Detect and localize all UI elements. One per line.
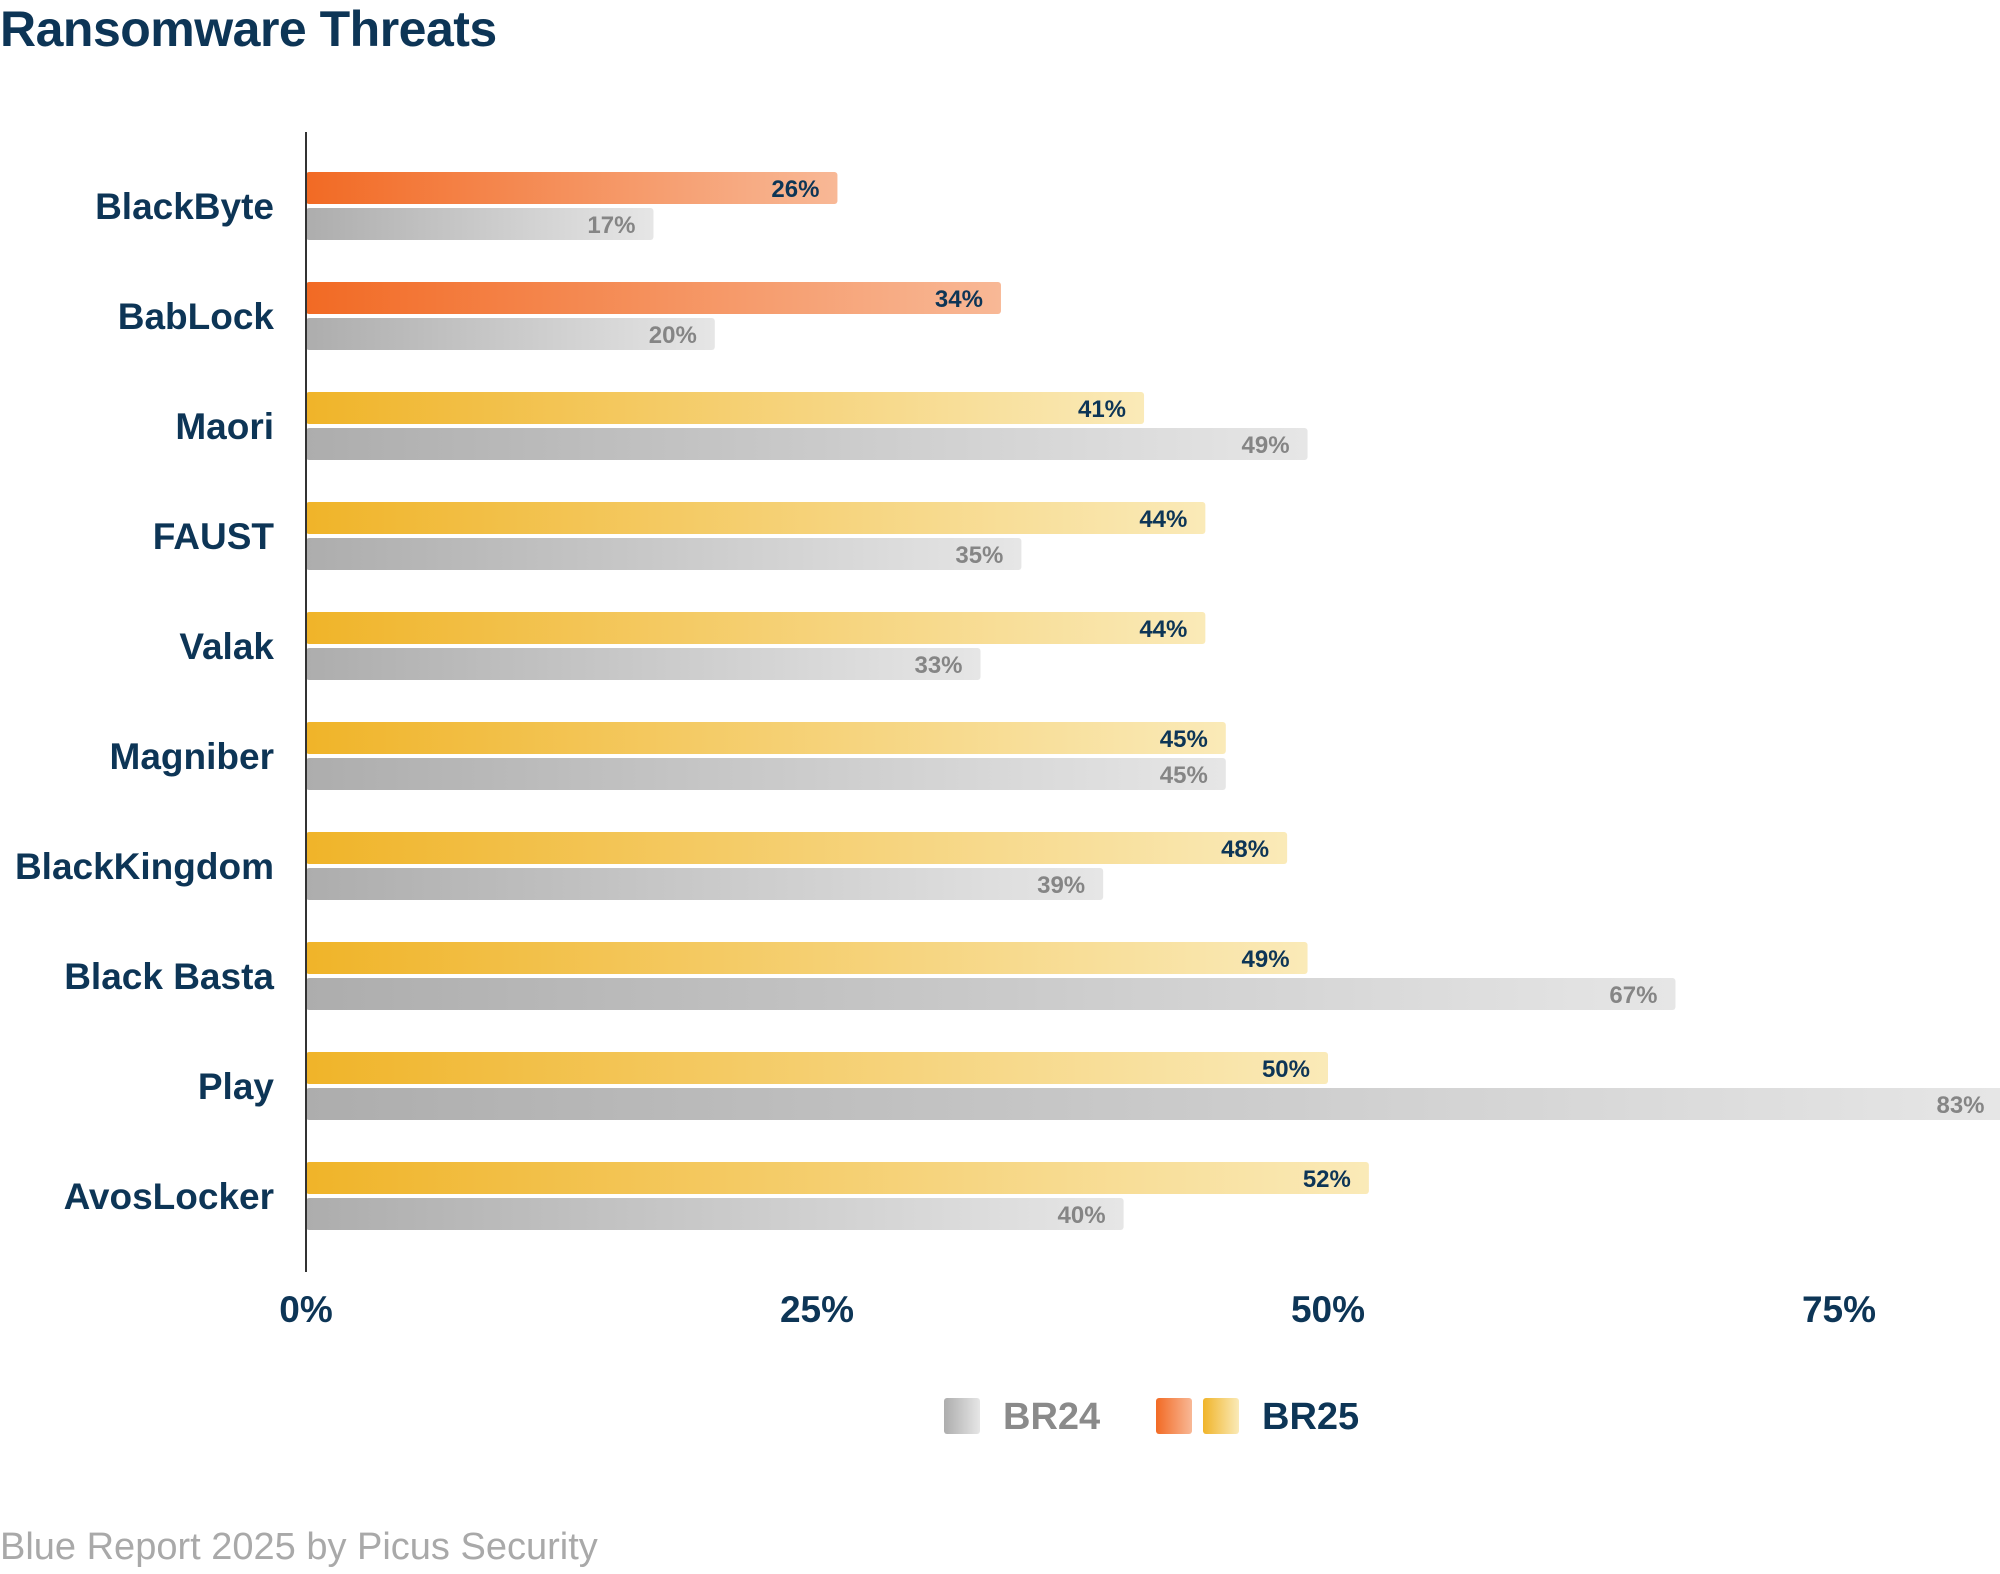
bar-br24-black-basta [306,978,1676,1010]
category-label-magniber: Magniber [110,736,274,777]
legend: BR24 BR25 [944,1396,1359,1438]
value-label-br24-valak: 33% [914,652,962,679]
legend-label-br24: BR24 [1003,1396,1100,1438]
category-label-bablock: BabLock [118,296,275,337]
x-tick-label-50: 50% [1291,1289,1365,1330]
value-label-br24-maori: 49% [1242,432,1290,459]
x-tick-label-0: 0% [279,1289,332,1330]
value-label-br24-black-basta: 67% [1609,982,1657,1009]
bar-br24-magniber [306,758,1226,790]
bar-br25-maori [306,392,1145,424]
category-label-black-basta: Black Basta [64,956,274,997]
value-label-br25-faust: 44% [1139,506,1187,533]
value-label-br25-blackkingdom: 48% [1221,836,1269,863]
bar-br25-black-basta [306,942,1308,974]
category-label-blackkingdom: BlackKingdom [15,846,274,887]
category-label-faust: FAUST [153,516,275,557]
category-label-maori: Maori [175,406,274,447]
x-tick-label-25: 25% [780,1289,854,1330]
value-label-br25-valak: 44% [1139,616,1187,643]
legend-swatch-br24 [944,1398,980,1434]
value-label-br25-blackbyte: 26% [771,176,819,203]
bar-br25-blackkingdom [306,832,1288,864]
category-label-valak: Valak [179,626,274,667]
category-label-play: Play [198,1066,275,1107]
source-footer: Blue Report 2025 by Picus Security [0,1526,598,1568]
legend-label-br25: BR25 [1262,1396,1359,1438]
value-label-br24-blackkingdom: 39% [1037,872,1085,899]
bar-br25-avoslocker [306,1162,1369,1194]
bar-br25-bablock [306,282,1001,314]
value-label-br25-black-basta: 49% [1242,946,1290,973]
value-label-br24-faust: 35% [955,542,1003,569]
bar-br24-valak [306,648,981,680]
bar-br25-valak [306,612,1206,644]
value-label-br25-avoslocker: 52% [1303,1166,1351,1193]
value-label-br25-maori: 41% [1078,396,1126,423]
value-label-br24-blackbyte: 17% [587,212,635,239]
bar-br24-play [306,1088,2000,1120]
category-label-avoslocker: AvosLocker [64,1176,274,1217]
legend-swatch-br25-orange [1156,1398,1192,1434]
bar-br24-bablock [306,318,715,350]
bar-br25-blackbyte [306,172,838,204]
legend-swatch-br25-yellow [1203,1398,1239,1434]
bar-br25-magniber [306,722,1226,754]
value-label-br24-magniber: 45% [1160,762,1208,789]
bar-br24-blackbyte [306,208,654,240]
bar-br25-faust [306,502,1206,534]
bar-br24-blackkingdom [306,868,1104,900]
category-label-blackbyte: BlackByte [95,186,274,227]
value-label-br24-play: 83% [1936,1092,1984,1119]
chart-title: Ransomware Threats [0,1,497,57]
value-label-br25-magniber: 45% [1160,726,1208,753]
bar-br25-play [306,1052,1328,1084]
bar-br24-maori [306,428,1308,460]
value-label-br25-play: 50% [1262,1056,1310,1083]
value-label-br24-bablock: 20% [649,322,697,349]
value-label-br25-bablock: 34% [935,286,983,313]
bar-br24-faust [306,538,1022,570]
bar-br24-avoslocker [306,1198,1124,1230]
x-tick-label-75: 75% [1802,1289,1876,1330]
value-label-br24-avoslocker: 40% [1058,1202,1106,1229]
